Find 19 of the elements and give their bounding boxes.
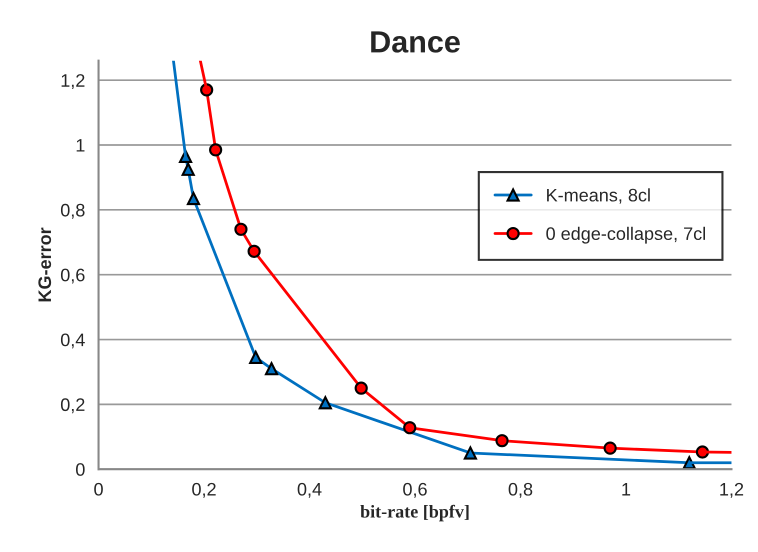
chart-title: Dance <box>371 31 460 53</box>
x-tick-label: 1,2 <box>720 482 744 498</box>
x-axis-title: bit-rate [bpfv] <box>360 504 469 522</box>
legend-label: 0 edge-collapse, 7cl <box>546 226 705 244</box>
y-tick-label: 0,8 <box>60 204 85 219</box>
y-tick-label: 0,2 <box>60 398 84 414</box>
x-tick-label: 0,2 <box>192 482 216 498</box>
x-tick-label: 0 <box>94 482 103 496</box>
x-tick-label: 0,8 <box>508 482 532 498</box>
x-tick-label: 0,4 <box>298 482 322 498</box>
y-tick-label: 0 <box>76 463 85 476</box>
y-tick-label: 0,4 <box>60 333 85 348</box>
x-tick-label: 1 <box>622 483 630 496</box>
y-axis-title: KG-error <box>38 228 52 302</box>
y-tick-label: 1 <box>76 139 84 152</box>
y-tick-label: 1,2 <box>62 74 84 90</box>
x-tick-label: 0,6 <box>403 482 427 498</box>
y-tick-label: 0,6 <box>60 268 85 284</box>
legend-label: K-means, 8cl <box>547 188 650 204</box>
